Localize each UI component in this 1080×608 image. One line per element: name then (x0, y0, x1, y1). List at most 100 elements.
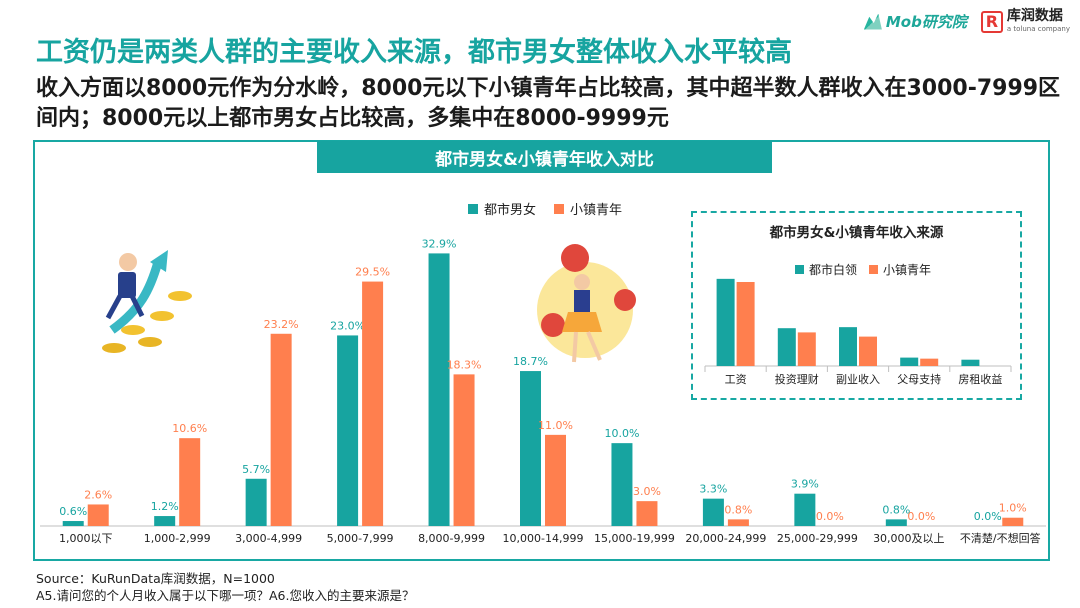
x-tick-label: 8,000-9,999 (418, 532, 485, 545)
inset-bar-town (859, 336, 877, 366)
bar-town (727, 519, 749, 526)
bar-urban (885, 519, 907, 526)
kurun-logo: R 库润数据 a toluna company (980, 8, 1070, 35)
x-tick-label: 10,000-14,999 (503, 532, 584, 545)
legend-item-urban: 都市男女 (468, 199, 536, 218)
bar-urban (702, 498, 724, 526)
kurun-logo-icon: R (980, 10, 1003, 33)
legend-swatch-orange (554, 203, 565, 214)
inset-bar-urban (961, 359, 980, 366)
bar-urban (154, 516, 176, 526)
x-tick-label: 1,000-2,999 (144, 532, 211, 545)
x-tick-label: 30,000及以上 (873, 532, 945, 545)
bar-urban (611, 443, 633, 526)
inset-legend-swatch-orange (869, 265, 879, 274)
bar-urban (337, 335, 359, 526)
data-label-town: 18.3% (447, 358, 482, 371)
data-label-urban: 10.0% (604, 427, 639, 440)
logos: Mob研究院 R 库润数据 a toluna company (863, 8, 1070, 35)
x-tick-label: 不清楚/不想回答 (960, 531, 1041, 545)
chart-title-banner: 都市男女&小镇青年收入对比 (317, 141, 772, 173)
data-label-urban: 3.9% (791, 478, 819, 491)
x-tick-label: 20,000-24,999 (685, 532, 766, 545)
kurun-logo-text: 库润数据 (1006, 8, 1063, 24)
main-legend: 都市男女 小镇青年 (468, 199, 622, 218)
inset-x-tick-label: 工资 (725, 373, 747, 386)
data-label-urban: 0.0% (974, 510, 1002, 523)
data-label-urban: 0.8% (882, 503, 910, 516)
data-label-urban: 18.7% (513, 355, 548, 368)
bar-town (270, 333, 292, 526)
bar-town (636, 501, 658, 526)
data-label-town: 11.0% (538, 419, 573, 432)
x-tick-label: 1,000以下 (59, 532, 113, 545)
data-label-town: 2.6% (84, 488, 112, 501)
inset-legend-label-urban: 都市白领 (809, 263, 858, 277)
bar-town (545, 434, 566, 526)
mob-logo: Mob研究院 (863, 11, 967, 32)
inset-legend-item-urban: 都市白领 (795, 261, 857, 278)
inset-title: 都市男女&小镇青年收入来源 (769, 225, 944, 241)
inset-bar-urban (900, 357, 919, 366)
data-label-town: 10.6% (172, 422, 207, 435)
legend-label-town: 小镇青年 (570, 203, 623, 218)
inset-legend: 都市白领 小镇青年 (795, 261, 931, 278)
bar-town (179, 438, 201, 526)
x-tick-label: 25,000-29,999 (777, 532, 858, 545)
x-tick-label: 5,000-7,999 (327, 532, 394, 545)
source-note: Source：KuRunData库润数据，N=1000 A5.请问您的个人月收入… (36, 570, 414, 604)
main-plot-area: 0.6% 2.6% 1,000以下 1.2% 10.6% 1,000-2,999 5.7% 2… (40, 237, 1046, 545)
x-tick-label: 15,000-19,999 (594, 532, 675, 545)
businessman-coins-illustration (102, 250, 192, 353)
mob-logo-text: Mob研究院 (885, 13, 967, 31)
data-label-town: 23.2% (264, 318, 299, 331)
page-title: 工资仍是两类人群的主要收入来源，都市男女整体收入水平较高 (36, 37, 792, 68)
data-label-town: 3.0% (633, 485, 661, 498)
inset-bar-urban (716, 278, 735, 366)
bar-urban (245, 478, 267, 526)
bar-town (362, 281, 384, 526)
inset-bar-town (920, 358, 939, 366)
bar-urban (62, 521, 84, 526)
data-label-town: 0.0% (907, 510, 935, 523)
inset-bar-chart: 工资 投资理财 副业收入 父母支持 房租收益 (704, 278, 1012, 386)
bar-town (453, 374, 475, 526)
data-label-urban: 1.2% (151, 500, 179, 513)
girl-money-bags-illustration (537, 244, 636, 363)
data-label-town: 0.8% (724, 503, 752, 516)
data-label-urban: 23.0% (330, 319, 365, 332)
legend-label-urban: 都市男女 (484, 203, 537, 218)
data-label-urban: 3.3% (699, 483, 727, 496)
legend-swatch-teal (468, 203, 478, 214)
inset-legend-label-town: 小镇青年 (883, 263, 932, 277)
data-label-town: 1.0% (999, 502, 1027, 515)
bar-urban (428, 253, 450, 526)
bar-urban (794, 493, 816, 526)
bar-town (87, 504, 109, 526)
inset-x-tick-label: 投资理财 (775, 372, 819, 386)
page-subtitle: 收入方面以8000元作为分水岭，8000元以下小镇青年占比较高，其中超半数人群收… (36, 76, 1061, 131)
data-label-urban: 0.6% (59, 505, 87, 518)
inset-x-tick-label: 副业收入 (836, 372, 880, 386)
bar-urban (520, 371, 541, 526)
data-label-urban: 5.7% (242, 463, 270, 476)
source-line: Source：KuRunData库润数据，N=1000 (36, 571, 275, 586)
legend-item-town: 小镇青年 (554, 199, 622, 218)
question-line: A5.请问您的个人月收入属于以下哪一项？A6.您收入的主要来源是？ (36, 588, 415, 603)
inset-legend-swatch-teal (795, 265, 804, 274)
data-label-town: 0.0% (816, 510, 844, 523)
inset-x-tick-label: 父母支持 (897, 372, 941, 386)
inset-bar-urban (777, 328, 796, 366)
data-label-town: 29.5% (355, 266, 390, 279)
x-tick-label: 3,000-4,999 (235, 532, 302, 545)
inset-x-tick-label: 房租收益 (958, 372, 1002, 386)
kurun-logo-tagline: a toluna company (1006, 25, 1070, 33)
inset-legend-item-town: 小镇青年 (869, 261, 931, 278)
inset-bar-town (797, 332, 816, 366)
data-label-urban: 32.9% (422, 237, 457, 250)
inset-bar-town (736, 282, 755, 366)
inset-bar-urban (839, 327, 857, 366)
income-source-inset: 都市男女&小镇青年收入来源 都市白领 小镇青年 工资 投资理财 副业收入 父母支持 房租… (691, 211, 1022, 400)
bar-town (1002, 517, 1024, 526)
